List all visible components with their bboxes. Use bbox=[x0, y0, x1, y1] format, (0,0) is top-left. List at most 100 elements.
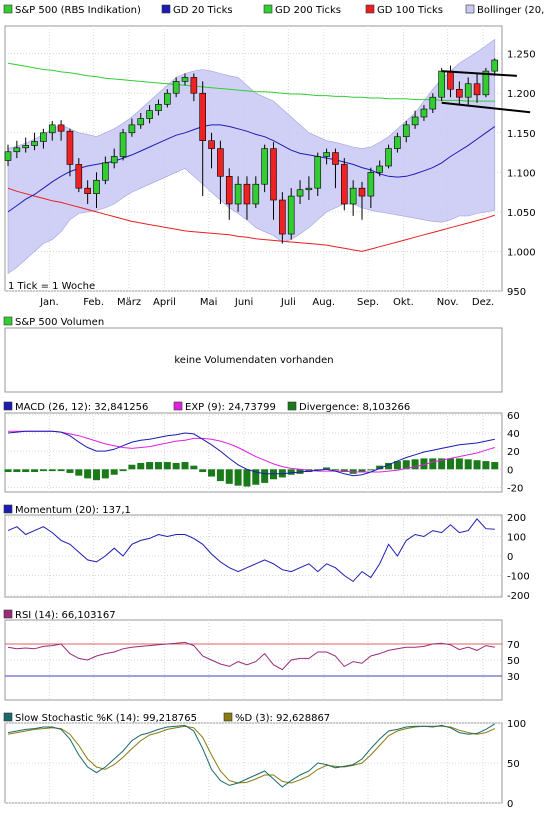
candle bbox=[234, 183, 242, 205]
candle bbox=[447, 70, 454, 90]
divergence-bar bbox=[482, 461, 490, 470]
exp-line bbox=[8, 430, 495, 473]
divergence-bar bbox=[216, 469, 224, 482]
divergence-bar bbox=[252, 469, 260, 485]
price-y-tick-1: 1.200 bbox=[507, 89, 536, 100]
candle bbox=[155, 104, 162, 111]
rsi-y-tick-2: 30 bbox=[507, 672, 520, 683]
price-x-label-4: Mai bbox=[200, 297, 218, 308]
candle bbox=[199, 92, 206, 142]
price-legend-swatch-2 bbox=[263, 4, 273, 14]
momentum-plot-area bbox=[4, 514, 503, 598]
volume-legend-swatch-0 bbox=[3, 316, 13, 326]
candle bbox=[323, 152, 330, 157]
stoch-k-line bbox=[7, 723, 496, 788]
divergence-bar bbox=[101, 469, 109, 479]
price-legend-label-1: GD 20 Ticks bbox=[173, 5, 233, 16]
candle bbox=[119, 132, 127, 157]
momentum-y-tick-1: 100 bbox=[507, 532, 526, 543]
rsi-plot-area bbox=[4, 619, 503, 701]
stochastic-legend-swatch-1 bbox=[223, 712, 233, 722]
sma20-line bbox=[7, 124, 496, 213]
price-legend-label-3: GD 100 Ticks bbox=[377, 5, 443, 16]
divergence-bar bbox=[137, 462, 145, 470]
divergence-bar bbox=[181, 462, 189, 470]
candle bbox=[411, 116, 419, 126]
divergence-bar bbox=[331, 469, 339, 471]
macd-y-tick-1: 40 bbox=[507, 429, 520, 440]
candle bbox=[4, 151, 12, 161]
price-legend-swatch-0 bbox=[3, 4, 13, 14]
candle bbox=[243, 183, 251, 205]
divergence-bar bbox=[358, 469, 366, 473]
tick-note: 1 Tick = 1 Woche bbox=[8, 281, 95, 292]
divergence-bar bbox=[420, 458, 428, 470]
price-legend-swatch-4 bbox=[465, 4, 475, 14]
candle bbox=[208, 140, 215, 149]
candle bbox=[482, 70, 490, 96]
candle bbox=[40, 132, 47, 142]
price-y-tick-2: 1.150 bbox=[507, 129, 536, 140]
divergence-bar bbox=[22, 469, 30, 473]
price-x-label-7: Aug. bbox=[312, 297, 335, 308]
momentum-legend-swatch-0 bbox=[3, 504, 13, 514]
stochastic-legend-swatch-0 bbox=[3, 712, 13, 722]
price-y-tick-3: 1.100 bbox=[507, 168, 536, 179]
price-y-tick-4: 1.050 bbox=[507, 208, 536, 219]
candle bbox=[146, 110, 153, 119]
candle bbox=[279, 199, 286, 235]
candle bbox=[75, 164, 83, 189]
divergence-bar bbox=[402, 460, 410, 470]
stoch-y-tick-1: 50 bbox=[507, 759, 520, 770]
divergence-bar bbox=[39, 469, 47, 472]
divergence-bar bbox=[243, 469, 251, 487]
candle bbox=[31, 141, 38, 146]
candle bbox=[110, 156, 118, 164]
candle bbox=[13, 147, 21, 153]
divergence-bar bbox=[429, 458, 437, 470]
candle bbox=[217, 148, 224, 177]
price-x-label-3: April bbox=[153, 297, 176, 308]
volume-legend-label-0: S&P 500 Volumen bbox=[15, 317, 104, 328]
stoch-d-line bbox=[7, 725, 496, 784]
volume-no-data-message: keine Volumendaten vorhanden bbox=[174, 355, 333, 366]
candle bbox=[314, 156, 322, 189]
price-x-label-1: Feb. bbox=[83, 297, 104, 308]
divergence-bar bbox=[261, 469, 269, 483]
candle bbox=[287, 195, 295, 235]
macd-legend-swatch-0 bbox=[3, 401, 13, 411]
bollinger-band bbox=[7, 38, 496, 275]
candle bbox=[102, 162, 109, 181]
divergence-bar bbox=[190, 465, 198, 470]
candle bbox=[57, 124, 65, 132]
stochastic-legend-label-0: Slow Stochastic %K (14): 99,218765 bbox=[15, 713, 197, 724]
candle bbox=[172, 81, 180, 94]
candle bbox=[190, 77, 198, 94]
price-y-tick-5: 1.000 bbox=[507, 247, 536, 258]
divergence-bar bbox=[323, 467, 331, 470]
price-x-label-0: Jan. bbox=[39, 297, 59, 308]
candle bbox=[340, 164, 348, 205]
candle bbox=[394, 136, 401, 149]
divergence-bar bbox=[287, 469, 295, 475]
price-legend-label-4: Bollinger (20, 2): 1.052,20419 - 1.268,0… bbox=[477, 5, 545, 16]
divergence-bar bbox=[438, 458, 446, 470]
divergence-bar bbox=[199, 469, 207, 473]
rsi-y-tick-0: 70 bbox=[507, 640, 520, 651]
macd-legend-label-2: Divergence: 8,103266 bbox=[299, 402, 410, 413]
divergence-bar bbox=[473, 460, 481, 470]
candle bbox=[48, 124, 56, 134]
divergence-bar bbox=[66, 469, 74, 473]
candle bbox=[252, 183, 260, 205]
price-legend-swatch-3 bbox=[365, 4, 375, 14]
stochastic-legend-label-1: %D (3): 92,628867 bbox=[235, 713, 330, 724]
candle bbox=[181, 77, 189, 82]
divergence-bar bbox=[110, 469, 118, 475]
candle bbox=[402, 124, 410, 138]
divergence-bar bbox=[146, 462, 154, 470]
candle bbox=[349, 187, 357, 205]
divergence-bar bbox=[172, 462, 180, 470]
divergence-bar bbox=[447, 458, 454, 470]
divergence-bar bbox=[84, 469, 92, 479]
